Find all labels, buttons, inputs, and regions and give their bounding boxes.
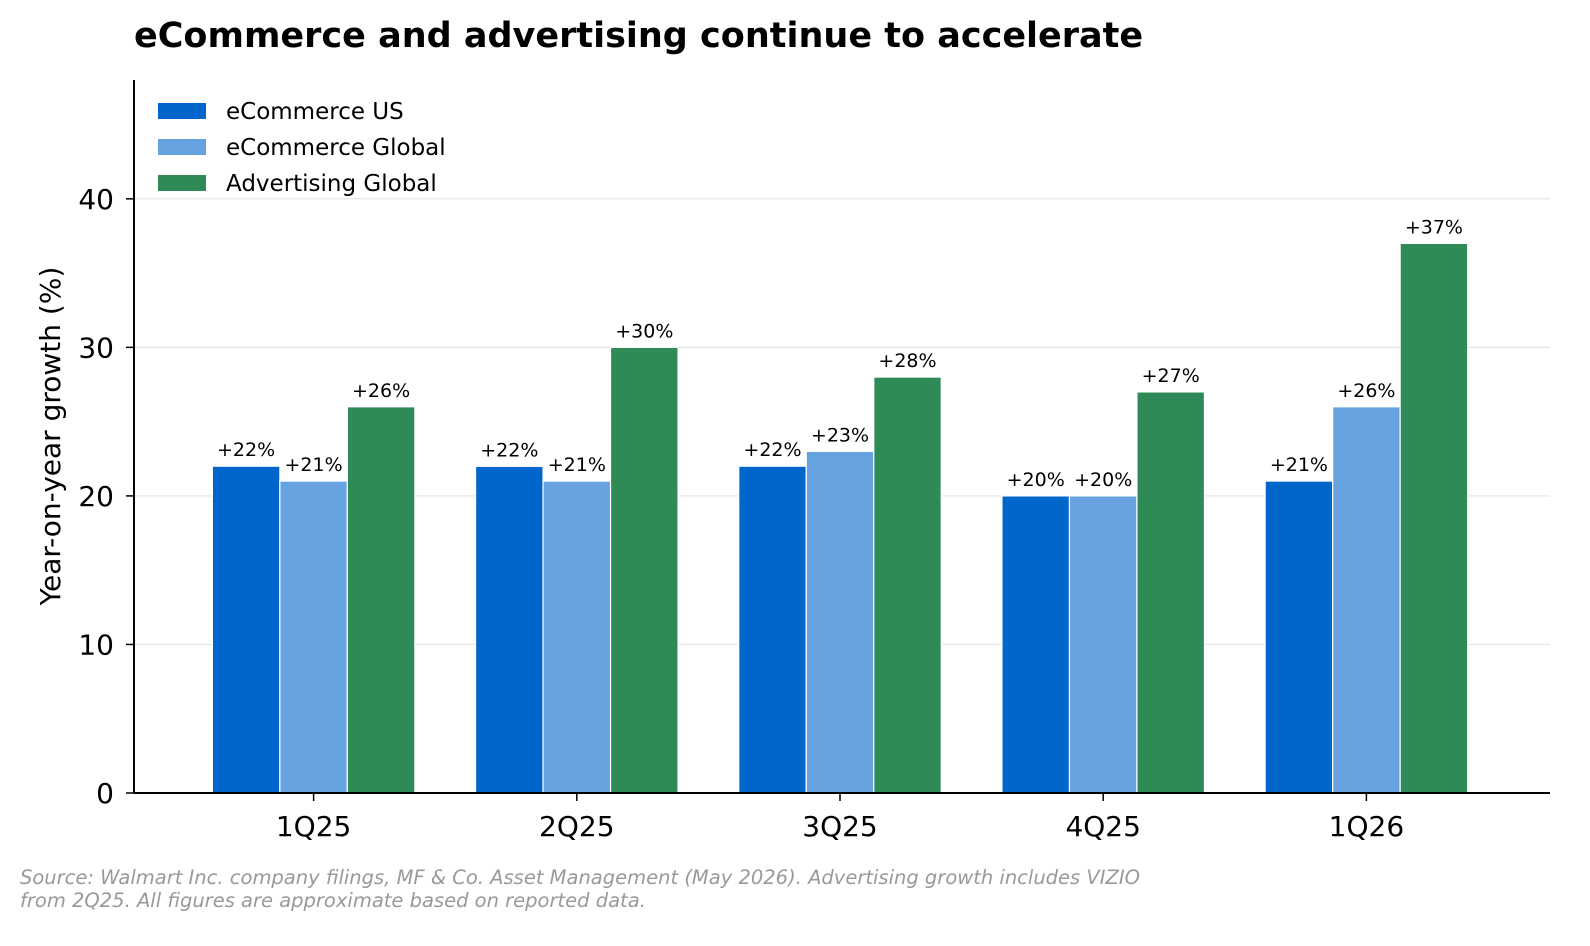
- legend: eCommerce US eCommerce Global Advertising …: [158, 99, 446, 197]
- y-tick-label: 40: [78, 183, 114, 216]
- bar-value-label: +37%: [1405, 216, 1463, 238]
- y-tick-labels: 0 10 20 30 40: [78, 183, 114, 810]
- bar-ecommerce-us-3q25: [738, 465, 807, 794]
- bar-advertising-global-4q25: [1136, 391, 1206, 794]
- bar-value-label: +21%: [548, 454, 606, 476]
- bar-value-label: +30%: [615, 320, 673, 342]
- bar-advertising-global-1q26: [1399, 242, 1469, 794]
- bar-value-label: +28%: [878, 350, 936, 372]
- source-note-line-1: Source: Walmart Inc. company filings, MF…: [20, 866, 1140, 889]
- bar-value-label: +27%: [1142, 365, 1200, 387]
- bar-value-label: +23%: [811, 424, 869, 446]
- y-axis-label: Year-on-year growth (%): [34, 267, 67, 607]
- legend-swatch: [158, 139, 206, 155]
- x-tick-labels: 1Q25 2Q25 3Q25 4Q25 1Q26: [276, 810, 1404, 843]
- y-tick-label: 20: [78, 480, 114, 513]
- bar-ecommerce-us-2q25: [474, 465, 544, 794]
- bar-ecommerce-global-3q25: [805, 450, 875, 794]
- bar-ecommerce-us-4q25: [1001, 495, 1071, 794]
- y-tick-label: 10: [78, 628, 114, 661]
- bar-ecommerce-us-1q26: [1264, 480, 1334, 794]
- bar-value-label: +26%: [352, 380, 410, 402]
- legend-label: eCommerce Global: [226, 135, 446, 161]
- bar-ecommerce-us-1q25: [211, 465, 281, 794]
- bar-value-label: +20%: [1007, 469, 1065, 491]
- source-note: Source: Walmart Inc. company filings, MF…: [20, 866, 1320, 912]
- x-tick-label: 3Q25: [802, 810, 877, 843]
- bar-value-label: +21%: [1270, 454, 1328, 476]
- bar-value-label: +22%: [743, 439, 801, 461]
- x-tick-label: 1Q26: [1329, 810, 1404, 843]
- bar-value-labels: +22% +21% +26% +22% +21% +30% +22% +23% +28% +20%…: [217, 216, 1463, 491]
- x-tick-label: 1Q25: [276, 810, 351, 843]
- legend-swatch: [158, 103, 206, 119]
- bar-value-label: +22%: [480, 439, 538, 461]
- legend-label: eCommerce US: [226, 99, 404, 125]
- x-tick-label: 2Q25: [539, 810, 614, 843]
- source-note-line-2: from 2Q25. All figures are approximate b…: [20, 889, 646, 912]
- bar-value-label: +22%: [217, 439, 275, 461]
- bar-ecommerce-global-1q25: [279, 480, 348, 794]
- bar-value-label: +20%: [1074, 469, 1132, 491]
- chart-title: eCommerce and advertising continue to ac…: [134, 16, 1143, 56]
- bar-ecommerce-global-4q25: [1068, 495, 1138, 794]
- bar-advertising-global-1q25: [346, 406, 416, 794]
- bar-value-label: +26%: [1337, 380, 1395, 402]
- x-tick-label: 4Q25: [1065, 810, 1140, 843]
- bar-ecommerce-global-2q25: [542, 480, 612, 794]
- axes: [126, 80, 1550, 801]
- bar-ecommerce-global-1q26: [1332, 406, 1401, 794]
- legend-swatch: [158, 175, 206, 191]
- legend-label: Advertising Global: [226, 171, 437, 197]
- y-tick-label: 30: [78, 331, 114, 364]
- bars: [211, 242, 1469, 794]
- bar-value-label: +21%: [285, 454, 343, 476]
- y-tick-label: 0: [96, 777, 114, 810]
- bar-advertising-global-2q25: [609, 346, 679, 794]
- bar-advertising-global-3q25: [873, 376, 942, 794]
